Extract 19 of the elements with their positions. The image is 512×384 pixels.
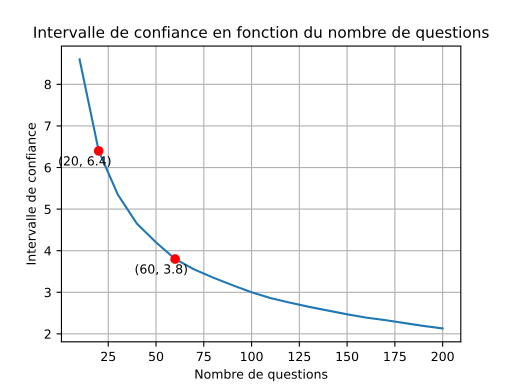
y-tick-label: 6 <box>44 162 51 172</box>
x-tick-label: 200 <box>432 352 454 362</box>
chart-title: Intervalle de confiance en fonction du nombre de questions <box>34 26 489 41</box>
y-axis-title: Intervalle de confiance <box>26 123 36 264</box>
y-tick-label: 4 <box>44 246 52 256</box>
x-tick-label: 150 <box>336 352 358 362</box>
y-tick-label: 8 <box>44 80 51 90</box>
x-tick-label: 175 <box>384 352 406 362</box>
annotation: (60, 3.8) <box>136 264 187 276</box>
x-tick-label: 50 <box>149 352 164 362</box>
y-tick-label: 7 <box>44 122 51 131</box>
x-axis-title: Nombre de questions <box>195 369 328 382</box>
x-tick-label: 75 <box>196 352 211 362</box>
y-tick-label: 5 <box>44 204 51 214</box>
x-tick-label: 25 <box>101 352 116 362</box>
x-tick-label: 100 <box>241 352 263 362</box>
x-tick-label: 125 <box>288 352 310 362</box>
y-tick-label: 3 <box>44 288 51 298</box>
y-tick-label: 2 <box>44 329 50 339</box>
